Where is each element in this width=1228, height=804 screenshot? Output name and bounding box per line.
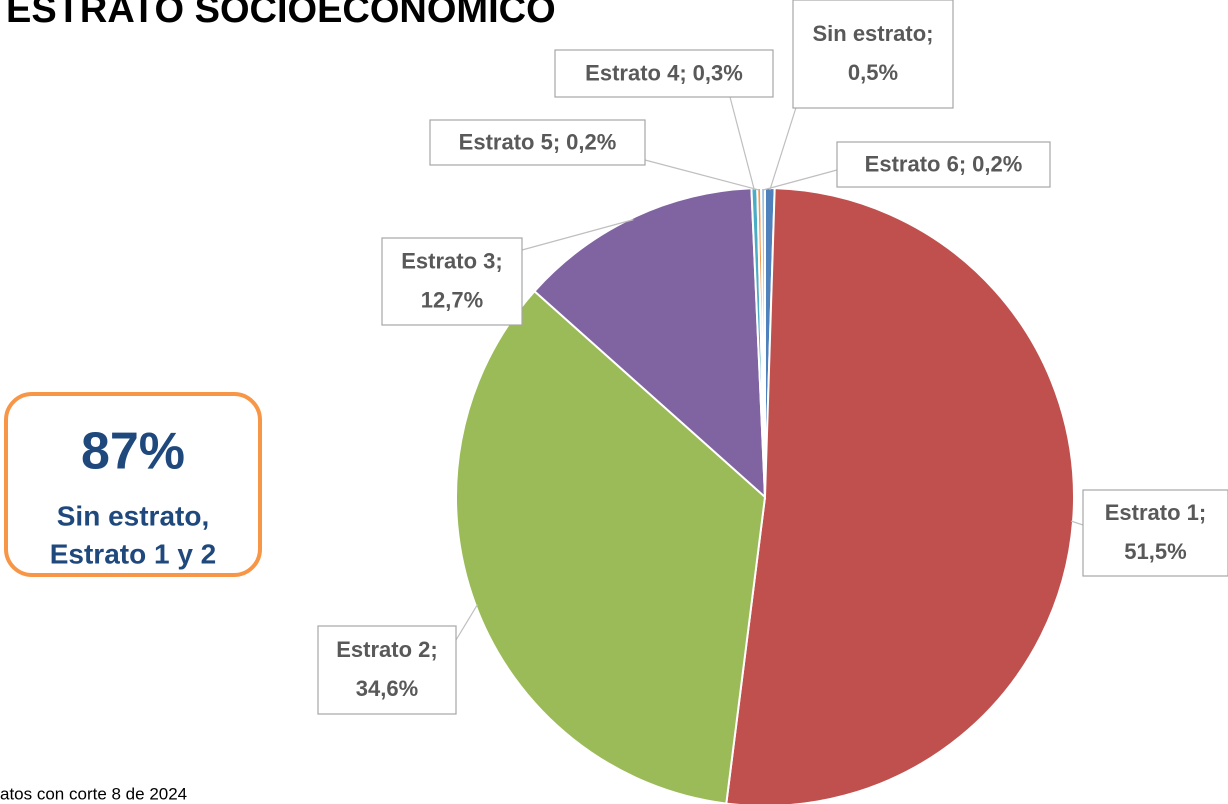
label-box: [836, 141, 1051, 188]
chart-title: ESTRATO SOCIOECONÓMICO: [6, 0, 556, 31]
data-label: 12,7%: [421, 287, 483, 312]
leader-line: [762, 169, 838, 191]
pie-slice: [533, 187, 767, 500]
data-label-group: Estrato 5; 0,2%: [459, 129, 617, 154]
pie-slice: [760, 186, 766, 498]
data-label: 0,3%: [693, 60, 743, 85]
data-label-name: Estrato 5;: [459, 129, 560, 154]
slices: [455, 186, 1075, 804]
data-label-name: Estrato 4;: [585, 60, 686, 85]
leader-line: [729, 96, 755, 191]
data-label: 0,2%: [566, 129, 616, 154]
label-box: [317, 625, 457, 715]
data-label-name: Sin estrato;: [812, 21, 933, 46]
label-box: [1082, 489, 1228, 577]
data-label-name: Estrato 6;: [865, 151, 966, 176]
data-label-group: Estrato 4; 0,3%: [585, 60, 743, 85]
leader-line: [521, 219, 634, 251]
data-label-name: Estrato 1;: [1105, 500, 1206, 525]
data-label: 51,5%: [1124, 539, 1186, 564]
data-label: 0,2%: [972, 151, 1022, 176]
annotation-headline: 87%: [81, 423, 185, 481]
label-box: [554, 49, 774, 98]
pie-slice: [725, 187, 1075, 804]
data-label: 0,5%: [848, 60, 898, 85]
label-box: [381, 237, 523, 326]
pie-slice: [455, 289, 767, 804]
data-label: 34,6%: [356, 676, 418, 701]
data-label-name: Estrato 3;: [401, 248, 502, 273]
data-label-name: Estrato 2;: [336, 637, 437, 662]
leader-line: [644, 159, 760, 191]
footnote: atos con corte 8 de 2024: [0, 784, 187, 803]
annotation-line: Sin estrato,: [57, 500, 209, 531]
data-label-group: Estrato 6; 0,2%: [865, 151, 1023, 176]
leader-line: [769, 94, 801, 191]
leader-line: [455, 604, 478, 641]
annotation-line: Estrato 1 y 2: [50, 538, 217, 569]
leader-line: [1070, 520, 1084, 526]
annotation-box: [4, 392, 262, 577]
label-box: [429, 119, 646, 166]
label-box: [792, 0, 954, 109]
